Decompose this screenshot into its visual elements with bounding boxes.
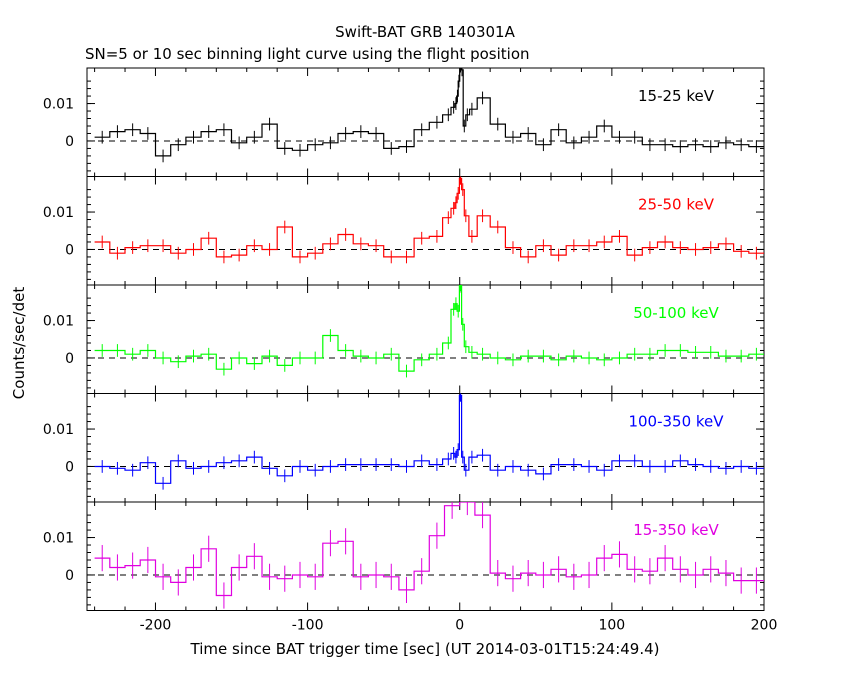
series-label: 100-350 keV [628,413,724,431]
series-label: 25-50 keV [638,196,715,214]
panel-frame [86,501,765,611]
light-curve-step [94,394,764,484]
x-tick-label: -100 [292,618,324,634]
x-tick-label: -200 [140,618,172,634]
y-tick-label: 0 [65,351,74,367]
panel-2: 0 0.01 25-50 keV [43,176,765,286]
light-curve-step [94,68,764,157]
panel-frame [86,67,765,177]
series-curve [94,502,764,609]
panel-frame [86,284,765,394]
series-curve [94,285,764,378]
y-tick-label: 0.01 [43,531,74,547]
panels-group: 0 0.01 15-25 keV 0 0.01 25-50 keV 0 0.01 50-100 … [43,67,778,634]
series-curve [94,68,764,163]
x-axis-label: Time since BAT trigger time [sec] (UT 20… [190,640,660,658]
x-tick-label: 100 [598,618,625,634]
series-curve [94,393,764,490]
series-label: 50-100 keV [633,304,719,322]
y-axis-label: Counts/sec/det [10,287,28,400]
series-curve [94,176,764,264]
y-tick-label: 0 [65,134,74,150]
panel-frame [86,176,765,286]
chart-title: Swift-BAT GRB 140301A [335,23,515,41]
series-label: 15-350 keV [633,521,719,539]
y-tick-label: 0 [65,568,74,584]
series-label: 15-25 keV [638,87,715,105]
light-curve-step [94,285,764,372]
panel-4: 0 0.01 100-350 keV [43,393,765,503]
y-tick-label: 0.01 [43,314,74,330]
light-curve-step [94,177,764,258]
y-tick-label: 0 [65,242,74,258]
panel-frame [86,393,765,503]
y-tick-label: 0.01 [43,205,74,221]
panel-5: 0 0.01 15-350 keV -200 -100 0 100 200 [43,501,778,634]
y-tick-label: 0 [65,459,74,475]
panel-3: 0 0.01 50-100 keV [43,284,765,394]
panel-1: 0 0.01 15-25 keV [43,67,765,177]
x-tick-label: 200 [751,618,778,634]
light-curve-step [94,502,764,597]
y-tick-label: 0.01 [43,97,74,113]
x-tick-label: 0 [455,618,464,634]
chart-subtitle: SN=5 or 10 sec binning light curve using… [85,45,530,63]
y-tick-label: 0.01 [43,422,74,438]
